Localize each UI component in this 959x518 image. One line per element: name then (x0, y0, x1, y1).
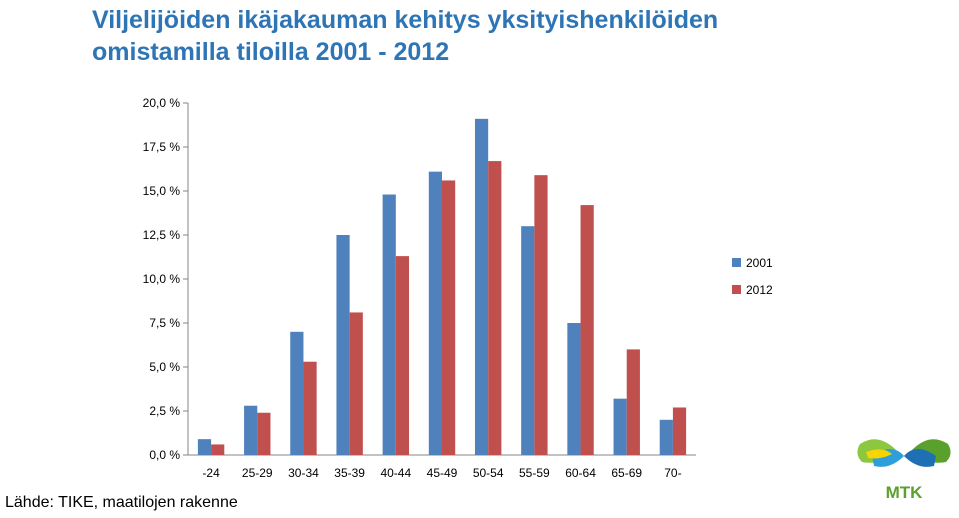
bar-2012 (534, 175, 548, 455)
x-tick-label: 70- (664, 466, 681, 480)
x-tick-label: 40-44 (380, 466, 411, 480)
bar-2012 (442, 180, 456, 455)
bar-2001 (659, 419, 673, 455)
y-tick-label: 20,0 % (143, 96, 181, 110)
y-tick-label: 12,5 % (143, 228, 181, 242)
logo-text: MTK (886, 483, 924, 502)
bar-2001 (336, 235, 350, 455)
x-tick-label: -24 (202, 466, 220, 480)
bar-2001 (474, 118, 489, 455)
legend-label: 2012 (746, 283, 773, 297)
y-tick-label: 15,0 % (143, 184, 181, 198)
bar-2012 (395, 256, 410, 455)
bar-2012 (672, 407, 687, 455)
source-note: Lähde: TIKE, maatilojen rakenne (5, 494, 238, 511)
chart-title-line1: Viljelijöiden ikäjakauman kehitys yksity… (92, 6, 719, 34)
bar-2001 (290, 331, 304, 455)
legend-swatch (732, 258, 741, 267)
x-tick-label: 65-69 (611, 466, 642, 480)
bar-2001 (382, 194, 396, 455)
bar-2001 (521, 226, 535, 455)
legend-swatch (732, 285, 741, 294)
bar-2012 (580, 205, 594, 455)
bar-2012 (211, 444, 225, 455)
x-tick-label: 45-49 (427, 466, 458, 480)
bar-2001 (613, 398, 627, 455)
bar-2012 (257, 412, 271, 455)
y-tick-label: 7,5 % (149, 316, 180, 330)
x-tick-label: 25-29 (242, 466, 273, 480)
logo-emblem-icon (857, 439, 951, 467)
y-tick-label: 0,0 % (149, 448, 180, 462)
bar-2012 (488, 161, 502, 455)
bar-2012 (349, 312, 363, 455)
chart-title-line2: omistamilla tiloilla 2001 - 2012 (92, 38, 450, 66)
y-tick-label: 5,0 % (149, 360, 180, 374)
legend-label: 2001 (746, 256, 773, 270)
y-tick-label: 10,0 % (143, 272, 181, 286)
bar-2001 (244, 405, 258, 455)
y-tick-label: 17,5 % (143, 140, 181, 154)
bar-2001 (567, 323, 581, 455)
bar-2001 (197, 439, 212, 455)
x-tick-label: 30-34 (288, 466, 319, 480)
x-tick-label: 35-39 (334, 466, 365, 480)
x-tick-label: 60-64 (565, 466, 596, 480)
x-tick-label: 50-54 (473, 466, 504, 480)
y-tick-label: 2,5 % (149, 404, 180, 418)
chart-title: Viljelijöiden ikäjakauman kehitys yksity… (92, 4, 952, 68)
x-tick-label: 55-59 (519, 466, 550, 480)
bar-2001 (428, 171, 442, 455)
bar-2012 (626, 349, 640, 455)
mtk-logo: MTK (857, 439, 951, 502)
bar-2012 (303, 361, 317, 455)
